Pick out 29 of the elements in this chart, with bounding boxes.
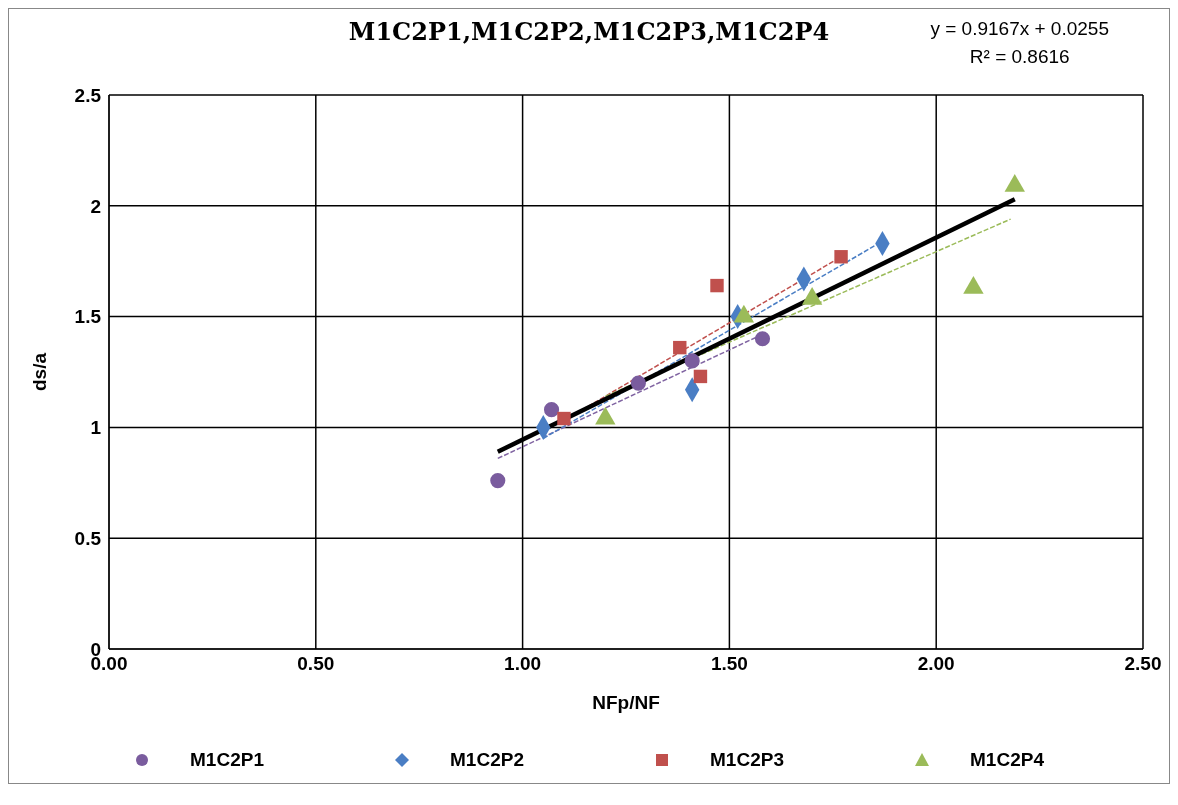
- point: [754, 331, 771, 347]
- text: y = 0.9167x + 0.0255: [930, 17, 1109, 41]
- point: [693, 369, 708, 384]
- point: [557, 411, 571, 426]
- y-axis-title: ds/a: [28, 352, 50, 392]
- x-tick-label: 1.50: [710, 653, 748, 675]
- x-tick-label: 0.50: [297, 653, 335, 675]
- legend-label: M1C2P1: [190, 749, 264, 771]
- legend-label: M1C2P2: [450, 749, 524, 771]
- y-tick-label: 1.5: [74, 306, 102, 328]
- legend-label: M1C2P4: [970, 749, 1044, 771]
- y-tick-label: 2: [90, 195, 101, 217]
- point: [684, 353, 700, 369]
- text: R² = 0.8616: [968, 45, 1071, 69]
- legend-label: M1C2P3: [710, 749, 784, 771]
- y-tick-label: 2.5: [74, 84, 102, 106]
- x-tick-label: 1.00: [504, 653, 542, 675]
- point: [710, 278, 724, 293]
- point: [490, 473, 506, 489]
- chart-title: M1C2P1,M1C2P2,M1C2P3,M1C2P4: [348, 17, 830, 46]
- x-axis-title: NFp/NF: [592, 692, 660, 713]
- point: [543, 402, 560, 418]
- point: [834, 250, 848, 264]
- x-tick-label: 2.00: [917, 653, 955, 675]
- y-tick-label: 1: [90, 417, 102, 439]
- point: [630, 375, 646, 391]
- point: [673, 340, 687, 355]
- y-tick-label: 0.5: [74, 527, 102, 549]
- x-tick-label: 2.50: [1124, 653, 1162, 675]
